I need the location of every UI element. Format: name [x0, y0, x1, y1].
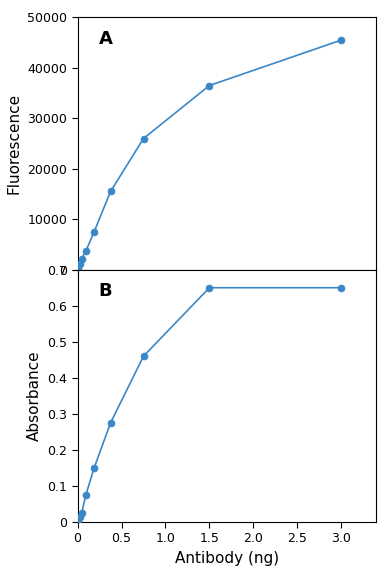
X-axis label: Antibody (ng): Antibody (ng)	[175, 551, 279, 566]
Text: A: A	[99, 30, 113, 48]
Text: B: B	[99, 282, 112, 300]
Y-axis label: Absorbance: Absorbance	[27, 350, 42, 441]
Y-axis label: Fluorescence: Fluorescence	[7, 93, 22, 194]
